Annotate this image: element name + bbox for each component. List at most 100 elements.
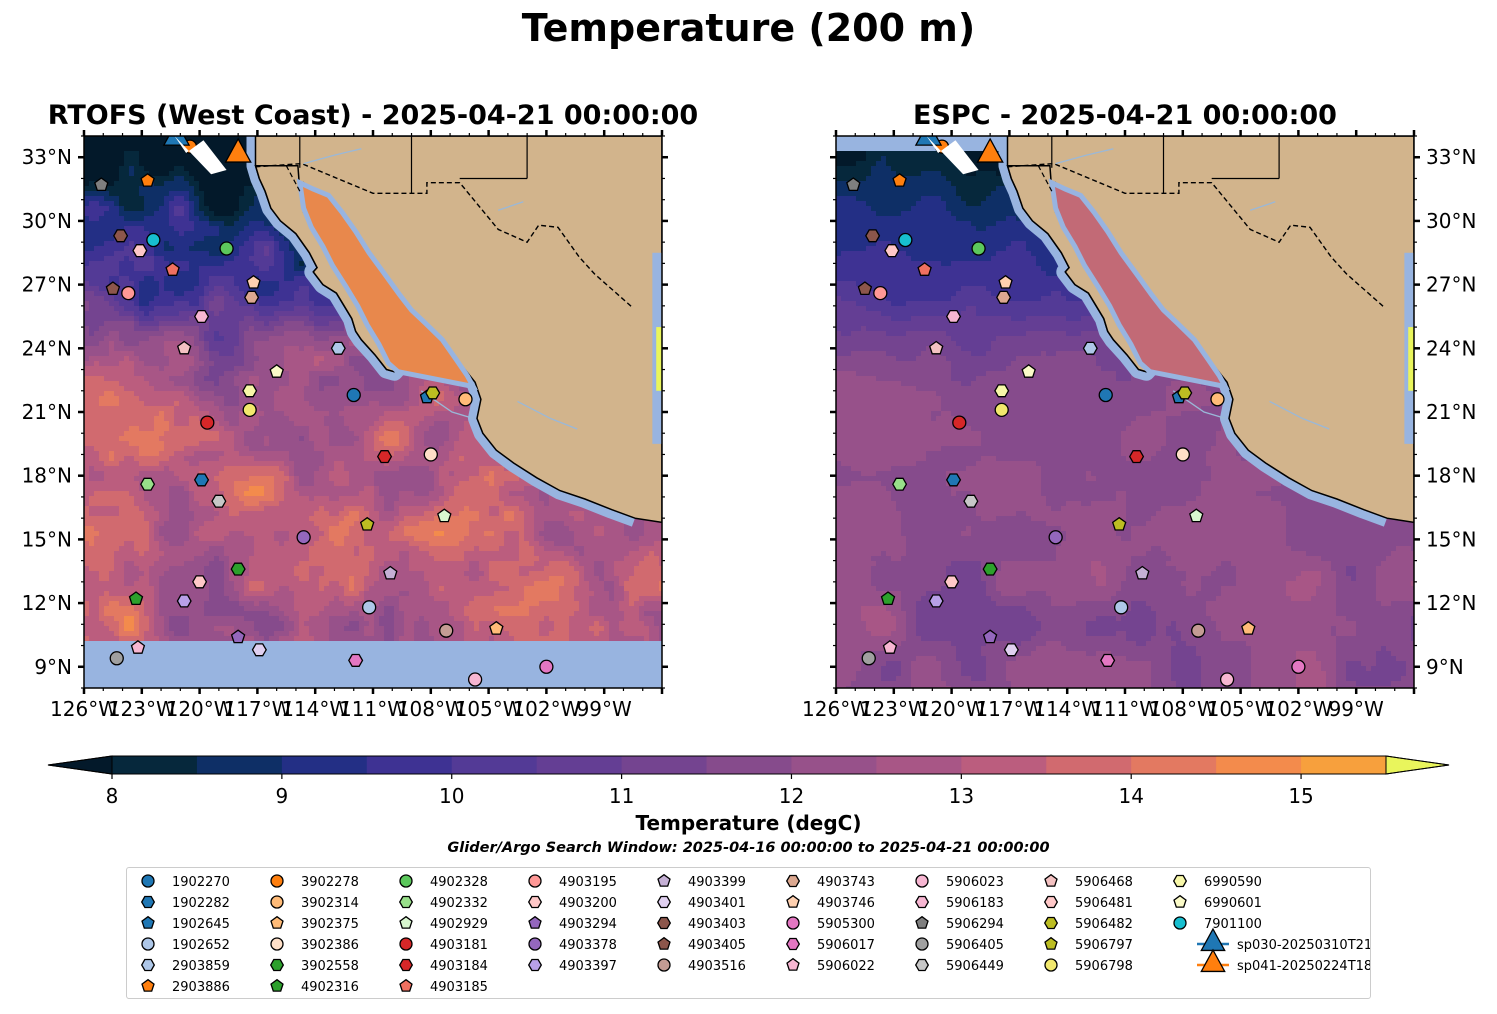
- platform-1902652: [1113, 600, 1129, 615]
- x-tick-label: 99°W: [577, 697, 632, 721]
- y-tick-label: 12°N: [1426, 591, 1476, 615]
- colorbar-tick-label: 10: [439, 784, 464, 808]
- legend-marker-sp030-20250310T2101: [1200, 927, 1226, 952]
- legend-marker-5906183: [914, 895, 930, 909]
- colorbar-tick-label: 13: [949, 784, 974, 808]
- legend-marker-5906294: [915, 915, 929, 929]
- colorbar-bin: [281, 756, 368, 774]
- platform-4903746: [998, 274, 1013, 289]
- colorbar-tick-label: 12: [779, 784, 804, 808]
- legend-marker-4903200: [527, 895, 543, 909]
- legend-label: 5906017: [817, 938, 875, 953]
- legend-marker-5906797: [1044, 936, 1058, 950]
- colorbar-tick-label: 14: [1118, 784, 1143, 808]
- legend-marker-3902314: [270, 895, 284, 909]
- platform-3902386: [423, 447, 438, 462]
- legend-marker-4903399: [657, 873, 671, 887]
- platform-5906294: [846, 177, 861, 192]
- platform-5905300: [1291, 659, 1306, 674]
- platform-6990601: [269, 363, 284, 378]
- platform-5906798: [242, 402, 257, 418]
- platform-3902386: [1175, 447, 1190, 462]
- x-tick-label: 126°W: [50, 697, 118, 721]
- legend-label: 4903401: [688, 896, 746, 911]
- legend-label: 4903181: [430, 938, 488, 953]
- legend-label: 5906294: [946, 917, 1004, 932]
- platform-3902375: [489, 620, 504, 635]
- platform-3902314: [458, 392, 473, 407]
- colorbar-bin: [791, 756, 877, 774]
- legend-label: 2903859: [172, 959, 230, 974]
- platform-4903401: [1003, 643, 1019, 657]
- platform-5906023: [467, 672, 483, 687]
- platform-4903200: [884, 244, 900, 258]
- platform-2903886: [140, 172, 155, 187]
- legend-label: 4903746: [817, 896, 875, 911]
- legend-label: 4903403: [688, 917, 746, 932]
- legend-marker-5906798: [1044, 958, 1058, 972]
- platform-markers: [846, 136, 1306, 687]
- platform-4903397: [928, 594, 944, 608]
- platform-4903195: [873, 285, 888, 301]
- colorbar-bin: [961, 756, 1047, 774]
- platform-5906023: [1219, 672, 1235, 687]
- legend-label: 4903195: [559, 875, 617, 890]
- river: [1249, 201, 1276, 211]
- search-window-caption: Glider/Argo Search Window: 2025-04-16 00…: [0, 840, 1497, 856]
- x-tick-label: 105°W: [455, 697, 523, 721]
- legend-label: 5906022: [817, 959, 875, 974]
- platform-4903294: [230, 629, 246, 644]
- legend-marker-1902652: [141, 937, 155, 951]
- legend-marker-4902328: [399, 874, 413, 888]
- platform-2903886: [892, 172, 907, 187]
- x-tick-label: 123°W: [108, 697, 176, 721]
- x-tick-label: 117°W: [223, 697, 291, 721]
- legend-label: sp041-20250224T1815: [1237, 959, 1370, 974]
- gulf-of-california: [296, 178, 478, 390]
- platform-4903181: [200, 415, 215, 430]
- colorbar-tick-label: 11: [609, 784, 634, 808]
- legend-marker-3902386: [270, 937, 284, 951]
- legend-label: 3902278: [301, 875, 359, 890]
- legend-label: 5905300: [817, 917, 875, 932]
- colorbar-under-extend: [47, 755, 113, 775]
- x-tick-label: 123°W: [860, 697, 928, 721]
- country-border: [1007, 162, 1386, 309]
- x-tick-label: 102°W: [512, 697, 580, 721]
- legend-label: 4903185: [430, 980, 488, 995]
- map-panel-espc: 126°W123°W120°W117°W114°W111°W108°W105°W…: [802, 130, 1476, 721]
- platform-2903859: [330, 341, 346, 355]
- legend-marker-2903886: [141, 978, 155, 992]
- colorbar-bin: [706, 756, 792, 774]
- legend-marker-5906468: [1044, 873, 1058, 887]
- colorbar-bin: [112, 756, 198, 774]
- platform-sp030-20250310T2101: [162, 136, 191, 146]
- river: [1269, 400, 1330, 430]
- legend-marker-4902316: [270, 978, 284, 992]
- legend-label: 1902282: [172, 896, 230, 911]
- country-border: [255, 162, 634, 309]
- colorbar-bin: [621, 756, 708, 774]
- platform-4903405: [105, 281, 121, 296]
- colorbar-bin: [1131, 756, 1217, 774]
- legend-marker-4903401: [656, 895, 672, 909]
- platform-5906449: [963, 494, 979, 508]
- state-border: [1037, 165, 1053, 192]
- platform-1902270: [1098, 387, 1113, 403]
- y-tick-label: 33°N: [1426, 145, 1476, 169]
- platform-5906183: [193, 309, 210, 324]
- legend-label: 4903405: [688, 938, 746, 953]
- map-panel-rtofs: 126°W123°W120°W117°W114°W111°W108°W105°W…: [22, 130, 668, 721]
- y-tick-label: 27°N: [22, 273, 72, 297]
- platform-5906797: [359, 516, 375, 531]
- platform-sp030-20250310T2101: [914, 136, 943, 146]
- platform-4903743: [244, 290, 260, 304]
- legend-label: 4903294: [559, 917, 617, 932]
- platform-4903185: [165, 262, 180, 276]
- platform-4902316: [880, 591, 896, 606]
- y-tick-label: 15°N: [1426, 527, 1476, 551]
- legend-marker-3902558: [269, 958, 285, 972]
- y-tick-label: 9°N: [1426, 655, 1464, 679]
- platform-4902328: [971, 241, 986, 256]
- legend-label: 4902929: [430, 917, 488, 932]
